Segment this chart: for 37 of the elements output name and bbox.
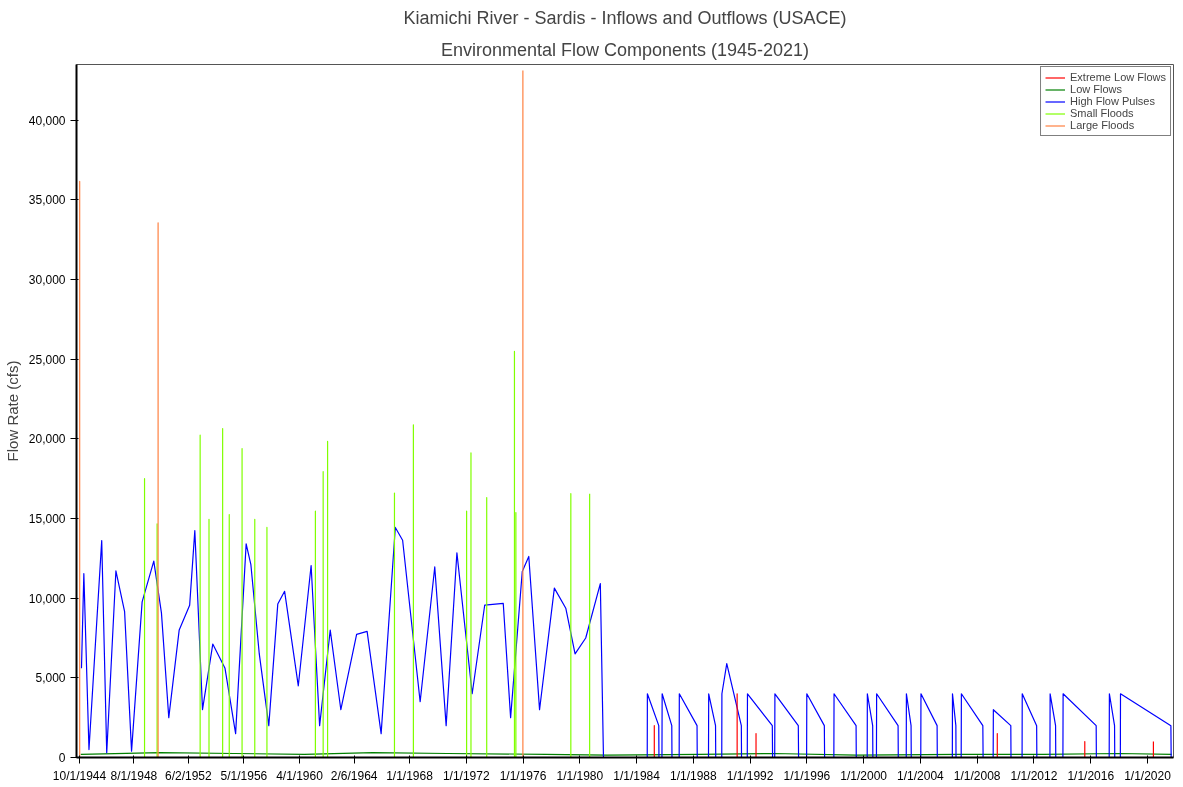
legend-label: Small Floods [1070, 107, 1134, 119]
x-tick-label: 10/1/1944 [52, 768, 107, 783]
x-tick-label: 1/1/1996 [783, 768, 831, 783]
legend-label: Low Flows [1070, 83, 1122, 95]
x-tick-label: 1/1/1984 [613, 768, 661, 783]
x-tick-label: 1/1/2008 [953, 768, 1001, 783]
y-axis-title: Flow Rate (cfs) [3, 360, 21, 462]
y-tick-label: 5,000 [35, 671, 66, 686]
x-tick-label: 8/1/1948 [110, 768, 158, 783]
y-tick-label: 30,000 [28, 273, 66, 288]
y-tick-label: 25,000 [28, 352, 66, 367]
x-tick-label: 4/1/1960 [276, 768, 324, 783]
x-tick-label: 1/1/1988 [669, 768, 718, 783]
x-tick-label: 1/1/1980 [556, 768, 604, 783]
legend-label: Large Floods [1070, 119, 1135, 131]
chart-title: Kiamichi River - Sardis - Inflows and Outflows (USACE) [403, 7, 847, 28]
x-tick-label: 1/1/2012 [1010, 768, 1058, 783]
x-tick-label: 5/1/1956 [220, 768, 268, 783]
x-tick-label: 1/1/1992 [726, 768, 774, 783]
x-tick-label: 6/2/1952 [165, 768, 213, 783]
legend-label: High Flow Pulses [1070, 95, 1155, 107]
chart-subtitle: Environmental Flow Components (1945-2021) [440, 39, 810, 60]
x-tick-label: 1/1/2000 [840, 768, 888, 783]
y-tick-label: 10,000 [28, 591, 66, 606]
y-tick-label: 0 [58, 751, 66, 765]
x-tick-label: 1/1/1968 [386, 768, 434, 783]
y-tick-label: 35,000 [28, 193, 66, 208]
legend-label: Extreme Low Flows [1070, 71, 1166, 83]
y-tick-label: 40,000 [28, 113, 66, 128]
x-tick-label: 1/1/2004 [897, 768, 945, 783]
x-tick-label: 2/6/1964 [330, 768, 378, 783]
y-tick-label: 15,000 [28, 512, 66, 527]
x-tick-label: 1/1/1976 [499, 768, 547, 783]
x-tick-label: 1/1/1972 [442, 768, 490, 783]
x-tick-label: 1/1/2016 [1067, 768, 1115, 783]
y-tick-label: 20,000 [28, 432, 66, 447]
x-tick-label: 1/1/2020 [1124, 768, 1172, 783]
